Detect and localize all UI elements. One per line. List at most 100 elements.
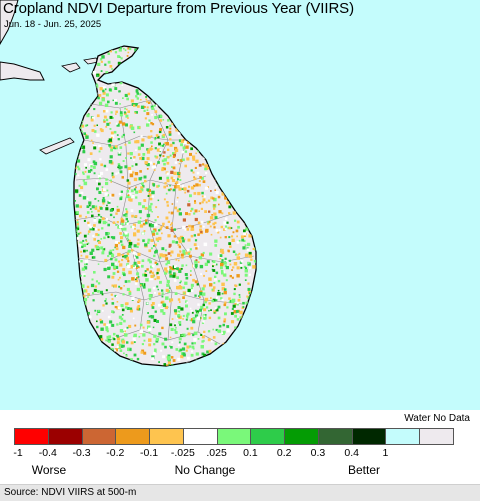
map-area[interactable]: Cropland NDVI Departure from Previous Ye… bbox=[0, 0, 480, 410]
ndvi-pixel bbox=[115, 212, 118, 215]
ndvi-pixel bbox=[87, 311, 90, 315]
ndvi-pixel bbox=[180, 71, 183, 75]
ndvi-pixel bbox=[165, 270, 168, 273]
ndvi-pixel bbox=[154, 219, 157, 222]
ndvi-pixel bbox=[136, 256, 139, 259]
ndvi-pixel bbox=[128, 141, 131, 144]
ndvi-pixel bbox=[148, 338, 152, 342]
ndvi-pixel bbox=[174, 148, 179, 152]
ndvi-pixel bbox=[86, 197, 89, 200]
ndvi-pixel bbox=[213, 115, 217, 119]
ndvi-pixel bbox=[161, 60, 164, 63]
ndvi-pixel bbox=[123, 214, 126, 217]
ndvi-pixel bbox=[236, 256, 240, 260]
ndvi-pixel bbox=[92, 46, 96, 50]
ndvi-pixel bbox=[234, 53, 238, 57]
ndvi-pixel bbox=[194, 209, 198, 213]
ndvi-pixel bbox=[133, 188, 137, 191]
legend-swatches bbox=[14, 428, 466, 445]
ndvi-pixel bbox=[136, 97, 139, 100]
ndvi-pixel bbox=[129, 47, 132, 51]
ndvi-pixel bbox=[246, 114, 250, 117]
ndvi-pixel bbox=[158, 64, 161, 68]
ndvi-pixel bbox=[93, 271, 96, 274]
ndvi-pixel bbox=[125, 78, 129, 81]
ndvi-pixel bbox=[223, 273, 227, 277]
ndvi-pixel bbox=[149, 89, 153, 93]
ndvi-pixel bbox=[170, 356, 174, 359]
ndvi-pixel bbox=[117, 306, 121, 310]
ndvi-pixel bbox=[213, 204, 216, 207]
ndvi-pixel bbox=[151, 114, 153, 116]
ndvi-pixel bbox=[228, 226, 232, 230]
ndvi-pixel bbox=[178, 286, 183, 290]
ndvi-pixel bbox=[84, 259, 89, 263]
ndvi-pixel bbox=[74, 360, 78, 364]
ndvi-pixel bbox=[248, 273, 251, 276]
ndvi-pixel bbox=[212, 66, 215, 69]
ndvi-pixel bbox=[77, 339, 81, 343]
ndvi-pixel bbox=[219, 257, 222, 260]
ndvi-pixel bbox=[141, 232, 145, 235]
ndvi-pixel bbox=[194, 87, 198, 91]
sri-lanka-map[interactable] bbox=[0, 0, 480, 410]
ndvi-pixel bbox=[114, 101, 118, 105]
ndvi-pixel bbox=[251, 56, 254, 59]
ndvi-pixel bbox=[172, 141, 175, 145]
ndvi-pixel bbox=[224, 147, 228, 152]
ndvi-pixel bbox=[200, 305, 204, 309]
ndvi-pixel bbox=[83, 234, 87, 238]
ndvi-pixel bbox=[166, 179, 170, 183]
ndvi-pixel bbox=[229, 300, 233, 303]
ndvi-pixel bbox=[114, 145, 118, 148]
ndvi-pixel bbox=[214, 244, 218, 247]
ndvi-pixel bbox=[190, 309, 193, 313]
ndvi-pixel bbox=[237, 87, 241, 91]
ndvi-pixel bbox=[121, 345, 124, 348]
ndvi-pixel bbox=[163, 363, 167, 366]
ndvi-pixel bbox=[78, 243, 82, 247]
ndvi-pixel bbox=[229, 160, 232, 163]
ndvi-pixel bbox=[257, 163, 259, 165]
ndvi-pixel bbox=[87, 158, 91, 162]
ndvi-pixel bbox=[210, 58, 213, 60]
ndvi-pixel bbox=[116, 334, 119, 338]
ndvi-pixel bbox=[130, 82, 133, 84]
ndvi-pixel bbox=[237, 225, 240, 229]
ndvi-pixel bbox=[119, 81, 123, 85]
ndvi-pixel bbox=[118, 120, 122, 124]
ndvi-pixel bbox=[93, 108, 96, 111]
ndvi-pixel bbox=[163, 198, 166, 201]
ndvi-pixel bbox=[143, 46, 145, 49]
ndvi-pixel bbox=[93, 124, 96, 127]
ndvi-pixel bbox=[210, 340, 213, 343]
ndvi-pixel bbox=[226, 53, 229, 55]
ndvi-pixel bbox=[252, 296, 256, 299]
ndvi-pixel bbox=[181, 126, 185, 130]
ndvi-pixel bbox=[78, 142, 81, 145]
ndvi-pixel bbox=[146, 109, 149, 111]
ndvi-pixel bbox=[230, 337, 233, 341]
ndvi-pixel bbox=[78, 70, 80, 72]
ndvi-pixel bbox=[240, 336, 245, 340]
ndvi-pixel bbox=[76, 54, 79, 57]
ndvi-pixel bbox=[239, 310, 243, 314]
ndvi-pixel bbox=[161, 300, 165, 304]
ndvi-pixel bbox=[97, 200, 100, 202]
ndvi-pixel bbox=[121, 122, 126, 126]
ndvi-pixel bbox=[156, 268, 160, 272]
ndvi-pixel bbox=[76, 134, 80, 137]
ndvi-pixel bbox=[213, 121, 216, 123]
ndvi-pixel bbox=[208, 310, 210, 312]
ndvi-pixel bbox=[132, 59, 136, 63]
ndvi-pixel bbox=[142, 326, 145, 329]
ndvi-pixel bbox=[250, 354, 254, 358]
ndvi-pixel bbox=[171, 51, 174, 55]
ndvi-pixel bbox=[127, 71, 130, 74]
ndvi-pixel bbox=[223, 98, 226, 101]
ndvi-pixel bbox=[124, 256, 127, 259]
ndvi-pixel bbox=[255, 319, 256, 322]
ndvi-pixel bbox=[167, 234, 171, 238]
ndvi-pixel bbox=[210, 156, 212, 158]
ndvi-pixel bbox=[247, 65, 251, 69]
